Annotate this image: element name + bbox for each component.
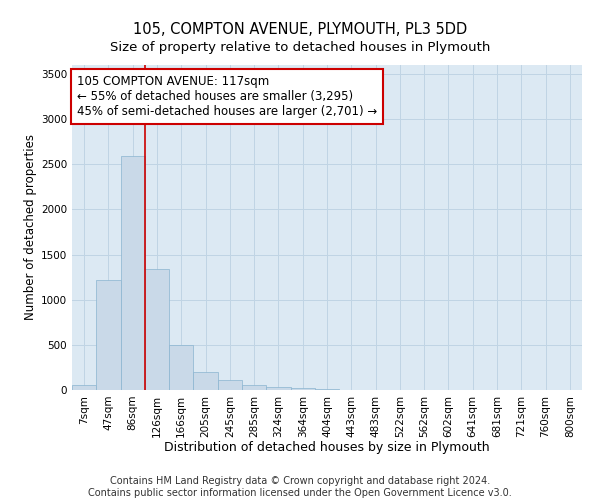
Bar: [121, 156, 145, 390]
Bar: [96, 280, 121, 390]
Bar: [169, 346, 193, 390]
Bar: [218, 380, 242, 390]
X-axis label: Distribution of detached houses by size in Plymouth: Distribution of detached houses by size …: [164, 441, 490, 454]
Bar: [193, 372, 218, 390]
Text: Contains HM Land Registry data © Crown copyright and database right 2024.
Contai: Contains HM Land Registry data © Crown c…: [88, 476, 512, 498]
Bar: [145, 269, 169, 390]
Bar: [266, 388, 290, 390]
Y-axis label: Number of detached properties: Number of detached properties: [24, 134, 37, 320]
Text: 105, COMPTON AVENUE, PLYMOUTH, PL3 5DD: 105, COMPTON AVENUE, PLYMOUTH, PL3 5DD: [133, 22, 467, 38]
Text: 105 COMPTON AVENUE: 117sqm
← 55% of detached houses are smaller (3,295)
45% of s: 105 COMPTON AVENUE: 117sqm ← 55% of deta…: [77, 74, 377, 118]
Bar: [242, 385, 266, 390]
Bar: [290, 388, 315, 390]
Bar: [315, 389, 339, 390]
Bar: [72, 386, 96, 390]
Text: Size of property relative to detached houses in Plymouth: Size of property relative to detached ho…: [110, 41, 490, 54]
